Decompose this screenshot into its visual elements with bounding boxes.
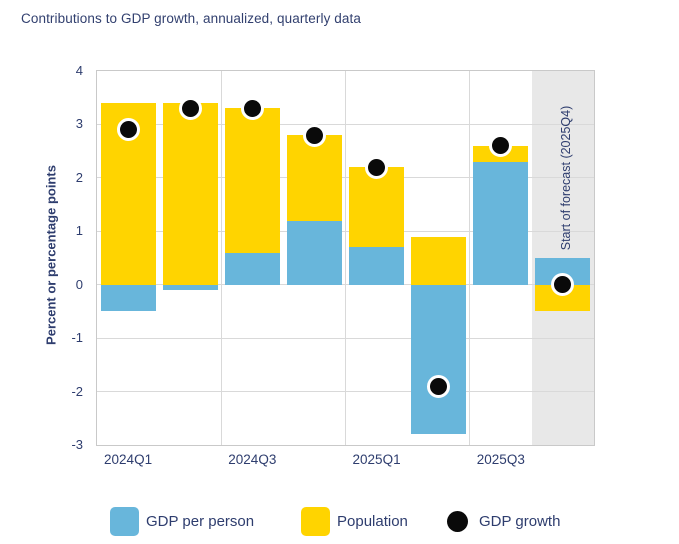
bar-segment bbox=[224, 108, 280, 253]
legend-label-gdp-per-person: GDP per person bbox=[146, 513, 255, 530]
bar-segment bbox=[286, 220, 342, 285]
gdp-growth-dot bbox=[551, 273, 575, 297]
legend-label-gdp-growth: GDP growth bbox=[479, 513, 561, 530]
legend-label-population: Population bbox=[337, 513, 408, 530]
gridline-v bbox=[469, 71, 471, 445]
bar-segment bbox=[286, 135, 342, 221]
population-swatch-icon bbox=[301, 507, 330, 536]
plot-area: Start of forecast (2025Q4) bbox=[96, 70, 595, 446]
bar-segment bbox=[224, 252, 280, 285]
bar-segment bbox=[411, 284, 467, 435]
y-tick-label: 2 bbox=[75, 169, 83, 185]
bar-segment bbox=[162, 103, 218, 285]
bar-segment bbox=[473, 161, 529, 285]
y-tick-label: 4 bbox=[75, 63, 83, 78]
y-tick-label: -2 bbox=[71, 383, 83, 399]
y-tick-label: 1 bbox=[75, 223, 83, 239]
y-tick-label: 0 bbox=[75, 276, 83, 292]
y-axis-label: Percent or percentage points bbox=[43, 165, 59, 345]
y-tick-label: 3 bbox=[75, 116, 83, 132]
gdp-per-person-swatch-icon bbox=[110, 507, 139, 536]
gdp-growth-dot bbox=[302, 123, 326, 147]
gdp-growth-dot-icon bbox=[447, 511, 468, 532]
y-tick-label: -1 bbox=[71, 330, 83, 346]
gdp-growth-dot bbox=[489, 134, 513, 158]
bar-segment bbox=[162, 284, 218, 291]
gdp-growth-dot bbox=[427, 374, 451, 398]
y-tick-label: -3 bbox=[71, 437, 83, 452]
gdp-growth-dot bbox=[365, 155, 389, 179]
x-tick-label: 2025Q3 bbox=[476, 452, 525, 467]
bar-segment bbox=[100, 284, 156, 312]
x-tick-label: 2024Q3 bbox=[228, 452, 277, 467]
x-tick-label: 2025Q1 bbox=[352, 452, 401, 467]
forecast-label: Start of forecast (2025Q4) bbox=[558, 105, 573, 251]
gridline-v bbox=[220, 71, 222, 445]
bar-segment bbox=[349, 247, 405, 285]
legend: GDP per person Population GDP growth bbox=[0, 505, 679, 539]
chart-title: Contributions to GDP growth, annualized,… bbox=[21, 11, 361, 26]
x-tick-label: 2024Q1 bbox=[104, 452, 153, 467]
gdp-growth-dot bbox=[116, 118, 140, 142]
bar-segment bbox=[411, 236, 467, 285]
gdp-growth-dot bbox=[178, 96, 202, 120]
gridline-v bbox=[345, 71, 346, 445]
gdp-growth-dot bbox=[240, 96, 264, 120]
bar-segment bbox=[349, 167, 405, 248]
